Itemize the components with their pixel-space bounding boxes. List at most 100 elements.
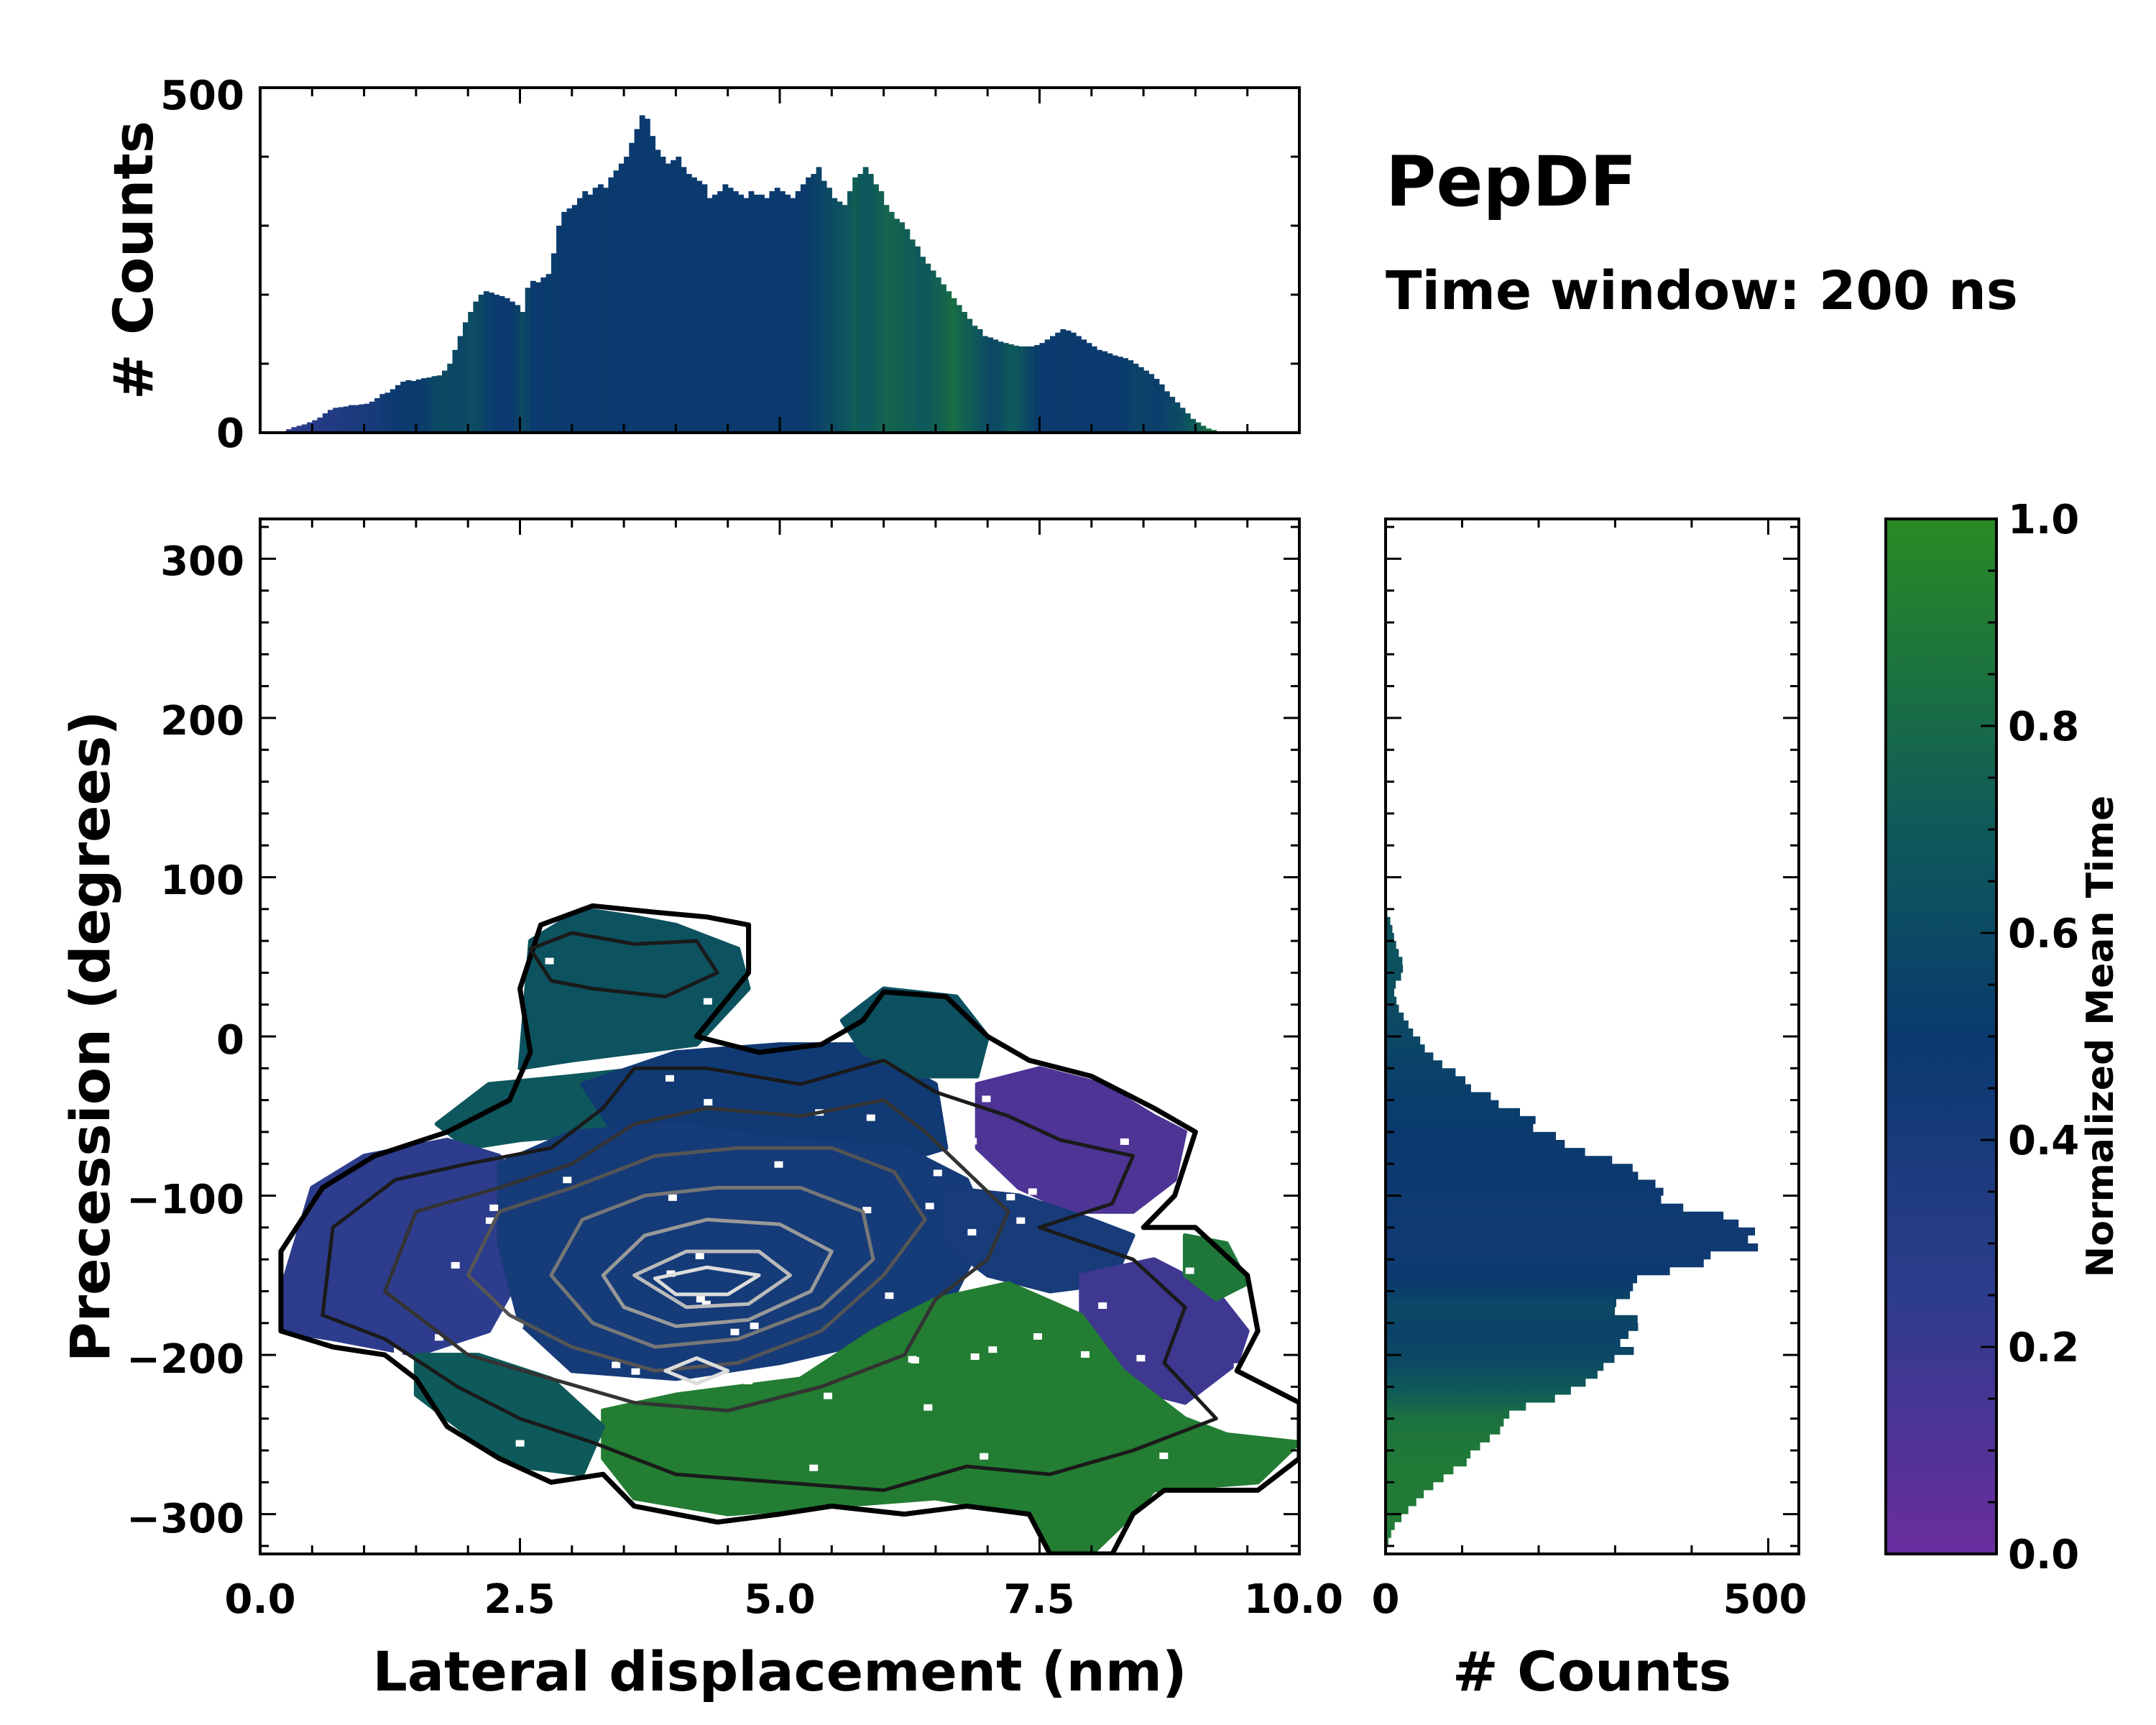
- top-hist-bar: [354, 405, 359, 433]
- heatmap-gap-cell: [451, 1261, 460, 1269]
- heatmap-gap-cell: [925, 1202, 934, 1210]
- top-hist-bar: [1184, 413, 1191, 433]
- figure-subtitle: Time window: 200 ns: [1386, 260, 2018, 322]
- heatmap-gap-cell: [545, 957, 554, 965]
- heatmap-regions: [278, 906, 1299, 1554]
- heatmap-gap-cell: [387, 988, 396, 995]
- top-hist-bar: [951, 298, 957, 433]
- heatmap-gap-cell: [704, 1099, 713, 1106]
- top-hist-bar: [286, 429, 292, 433]
- top-hist-bar: [494, 295, 500, 433]
- top-hist-bar: [717, 191, 723, 433]
- top-hist-bar: [650, 136, 656, 433]
- top-hist-bar: [748, 191, 755, 433]
- top-hist-bar: [1055, 332, 1061, 433]
- top-hist-bar: [738, 194, 744, 433]
- top-hist-bar: [545, 274, 552, 433]
- heatmap-gap-cell: [1185, 1267, 1194, 1274]
- heatmap-gap-cell: [970, 1353, 980, 1360]
- top-hist-bar: [759, 194, 765, 433]
- top-hist-bar: [1034, 345, 1041, 433]
- contour-level-7: [632, 1249, 792, 1310]
- top-hist-bar: [447, 364, 453, 433]
- heatmap-region-purple-left: [278, 1138, 533, 1358]
- top-hist-bar: [732, 191, 739, 433]
- main-ytick-labels: 300 200 100 0 −100 −200 −300: [126, 538, 244, 1542]
- top-hist-bar: [712, 194, 718, 433]
- heatmap-gap-cell: [1171, 1109, 1181, 1116]
- top-hist-bar: [909, 239, 916, 433]
- contour-level-3: [383, 1098, 1010, 1413]
- top-hist-bar: [431, 376, 438, 433]
- xtick-label-3: 7.5: [1003, 1576, 1074, 1623]
- heatmap-gap-cell: [982, 1095, 991, 1103]
- top-hist-bar: [421, 378, 427, 433]
- heatmap-gap-cell: [479, 1039, 489, 1046]
- heatmap-gap-cell: [1183, 1180, 1192, 1187]
- top-hist-bar: [540, 277, 547, 433]
- colorbar-tick-label-2: 0.4: [2008, 1118, 2079, 1164]
- top-hist-bar: [556, 226, 562, 433]
- top-hist-bar: [1133, 364, 1139, 433]
- top-hist-bar: [992, 339, 999, 433]
- top-hist-bar: [831, 198, 838, 433]
- top-hist-bar: [1060, 329, 1067, 433]
- top-hist-bar: [894, 218, 900, 433]
- top-hist-bar: [821, 180, 827, 433]
- top-hist-bar: [1143, 370, 1149, 433]
- top-hist-bar: [1118, 356, 1123, 433]
- top-hist-bar: [629, 142, 635, 433]
- top-hist-bar: [478, 295, 484, 433]
- top-hist-bar: [1200, 426, 1207, 433]
- top-hist-bar: [328, 410, 333, 433]
- top-hist-bar: [696, 180, 703, 433]
- ytick-label-neg300: −300: [126, 1496, 244, 1542]
- heatmap-gap-cell: [1061, 1007, 1071, 1014]
- heatmap-gap-cell: [703, 998, 712, 1005]
- top-hist-bar: [1158, 384, 1165, 433]
- contour-level-8: [653, 1265, 761, 1297]
- top-hist-bar: [1123, 358, 1128, 433]
- top-hist-bar: [639, 115, 645, 433]
- contour-level-10: [528, 931, 719, 999]
- ytick-label-100: 100: [160, 857, 244, 904]
- heatmap-gap-cell: [1157, 1234, 1166, 1241]
- top-hist-bar: [400, 382, 406, 433]
- colorbar-tick-label-1: 0.2: [2008, 1325, 2079, 1371]
- top-hist-bar: [1195, 422, 1202, 433]
- top-ytick-label-500: 500: [160, 73, 244, 119]
- heatmap-gap-cell: [750, 1322, 759, 1330]
- top-hist-bar: [1065, 330, 1072, 433]
- top-hist-bar: [296, 426, 303, 433]
- top-hist-bar: [598, 184, 604, 433]
- top-hist-bar: [806, 177, 811, 433]
- heatmap-gap-cell: [489, 1204, 499, 1211]
- colorbar-gradient: [1886, 519, 1996, 1554]
- heatmap-gap-cell: [1028, 1188, 1037, 1195]
- top-hist-bar: [348, 405, 354, 433]
- top-hist-bar: [618, 163, 625, 433]
- top-hist-bar: [962, 312, 967, 433]
- heatmap-gap-cell: [862, 1207, 872, 1214]
- top-hist-bar: [452, 349, 459, 433]
- top-hist-bar: [1050, 336, 1056, 433]
- top-hist-bar: [935, 277, 941, 433]
- colorbar-label: Normalized Mean Time: [2079, 796, 2122, 1278]
- top-hist-bar: [566, 208, 573, 433]
- top-hist-bar: [468, 312, 474, 433]
- colorbar-ticks: [1981, 518, 1996, 1555]
- xtick-label-2: 5.0: [744, 1576, 815, 1623]
- top-hist-bar: [613, 170, 619, 433]
- top-hist-bar: [888, 211, 895, 433]
- top-hist-bar: [1153, 379, 1160, 433]
- top-hist-bar: [1138, 367, 1144, 433]
- top-hist-bar: [878, 191, 885, 433]
- top-hist-bar: [489, 293, 494, 433]
- heatmap-gap-cell: [696, 1296, 705, 1303]
- top-hist-bar: [972, 326, 978, 433]
- top-hist-bar: [364, 403, 370, 433]
- top-hist-bar: [857, 174, 864, 433]
- top-hist-bar: [608, 177, 614, 433]
- contour-level-6: [601, 1218, 834, 1328]
- heatmap-region-teal-upper-right: [839, 986, 990, 1079]
